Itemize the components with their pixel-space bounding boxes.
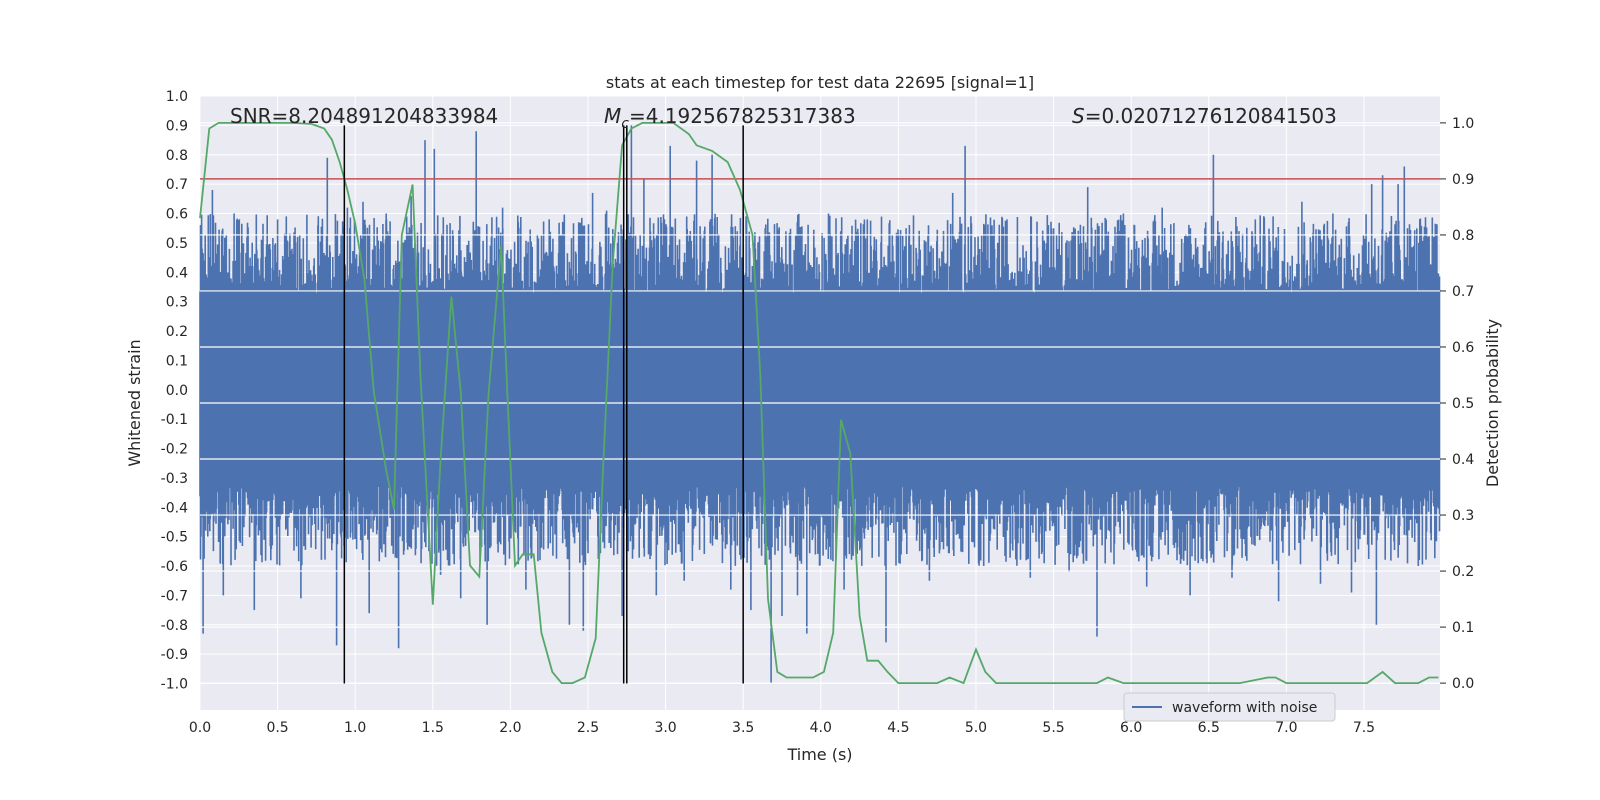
- y-axis-label: Whitened strain: [125, 339, 144, 466]
- y2-tick-labels: 1.0 0.9 0.8 0.7 0.6 0.5 0.4 0.3 0.2 0.1 0.0: [1440, 116, 1474, 692]
- y-tick-label: -0.8: [161, 618, 188, 634]
- y-tick-label: 0.4: [166, 265, 188, 281]
- y-tick-label: -0.5: [161, 530, 188, 546]
- x-tick-label: 4.0: [810, 720, 832, 736]
- y2-tick-label: 0.6: [1452, 340, 1474, 356]
- y-tick-label: -0.9: [161, 647, 188, 663]
- y-tick-label: 0.6: [166, 207, 188, 223]
- y-tick-label: 0.7: [166, 177, 188, 193]
- y2-tick-label: 0.8: [1452, 228, 1474, 244]
- y-tick-label: -0.3: [161, 471, 188, 487]
- y-tick-label: 0.9: [166, 118, 188, 134]
- x-tick-label: 3.0: [654, 720, 676, 736]
- y2-tick-label: 0.0: [1452, 676, 1474, 692]
- chart-title: stats at each timestep for test data 226…: [606, 73, 1034, 92]
- chirp-mass-subscript: c: [621, 116, 629, 132]
- chirp-mass-value: =4.192567825317383: [629, 104, 856, 128]
- x-tick-label: 0.0: [189, 720, 211, 736]
- snr-annotation: SNR=8.204891204833984: [230, 104, 498, 128]
- y-tick-label: -0.7: [161, 588, 188, 604]
- legend: waveform with noise: [1123, 692, 1336, 722]
- y2-tick-label: 1.0: [1452, 116, 1474, 132]
- s-symbol: S: [1072, 104, 1085, 128]
- y-tick-label: -0.6: [161, 559, 188, 575]
- x-tick-label: 2.5: [577, 720, 599, 736]
- waveform-series: [199, 125, 1441, 684]
- y-tick-label: -1.0: [161, 677, 188, 693]
- y-tick-label: 0.2: [166, 324, 188, 340]
- x-tick-labels: 0.0 0.5 1.0 1.5 2.0 2.5 3.0 3.5 4.0 4.5 5.0 5.5 6.0 6…: [189, 720, 1375, 736]
- y-tick-label: -0.1: [161, 412, 188, 428]
- y-tick-label: 0.5: [166, 236, 188, 252]
- chirp-mass-annotation: Mc=4.192567825317383: [604, 104, 856, 132]
- s-annotation: S=0.02071276120841503: [1072, 104, 1337, 128]
- y2-tick-label: 0.5: [1452, 396, 1474, 412]
- x-tick-label: 7.0: [1275, 720, 1297, 736]
- y-tick-label: 0.8: [166, 148, 188, 164]
- y-tick-label: -0.4: [161, 500, 188, 516]
- x-tick-label: 6.5: [1198, 720, 1220, 736]
- y-tick-label: 0.0: [166, 383, 188, 399]
- vertical-markers: [343, 125, 744, 684]
- probability-line: [199, 122, 1439, 685]
- y-tick-label: -0.2: [161, 442, 188, 458]
- y-tick-label: 0.1: [166, 353, 188, 369]
- y2-tick-label: 0.7: [1452, 284, 1474, 300]
- y2-tick-label: 0.4: [1452, 452, 1474, 468]
- x-tick-label: 0.5: [266, 720, 288, 736]
- y2-axis-label: Detection probability: [1483, 319, 1502, 487]
- x-tick-label: 4.5: [887, 720, 909, 736]
- x-tick-label: 7.5: [1353, 720, 1375, 736]
- x-tick-label: 3.5: [732, 720, 754, 736]
- s-value: =0.02071276120841503: [1085, 104, 1337, 128]
- y2-tick-label: 0.2: [1452, 564, 1474, 580]
- x-tick-label: 5.5: [1042, 720, 1064, 736]
- y-tick-labels: 1.0 0.9 0.8 0.7 0.6 0.5 0.4 0.3 0.2 0.1 0.0 -0.1 -0.…: [161, 89, 188, 693]
- x-tick-label: 2.0: [499, 720, 521, 736]
- probability-series: [199, 122, 1439, 685]
- legend-box: [1123, 692, 1336, 722]
- x-tick-label: 5.0: [965, 720, 987, 736]
- y2-tick-label: 0.3: [1452, 508, 1474, 524]
- x-tick-label: 1.0: [344, 720, 366, 736]
- x-axis-label: Time (s): [786, 745, 852, 764]
- y-tick-label: 1.0: [166, 89, 188, 105]
- x-tick-label: 6.0: [1120, 720, 1142, 736]
- chirp-mass-symbol: M: [604, 104, 621, 128]
- y2-tick-label: 0.9: [1452, 172, 1474, 188]
- y2-tick-label: 0.1: [1452, 620, 1474, 636]
- y-tick-label: 0.3: [166, 295, 188, 311]
- x-tick-label: 1.5: [422, 720, 444, 736]
- legend-label: waveform with noise: [1172, 700, 1317, 716]
